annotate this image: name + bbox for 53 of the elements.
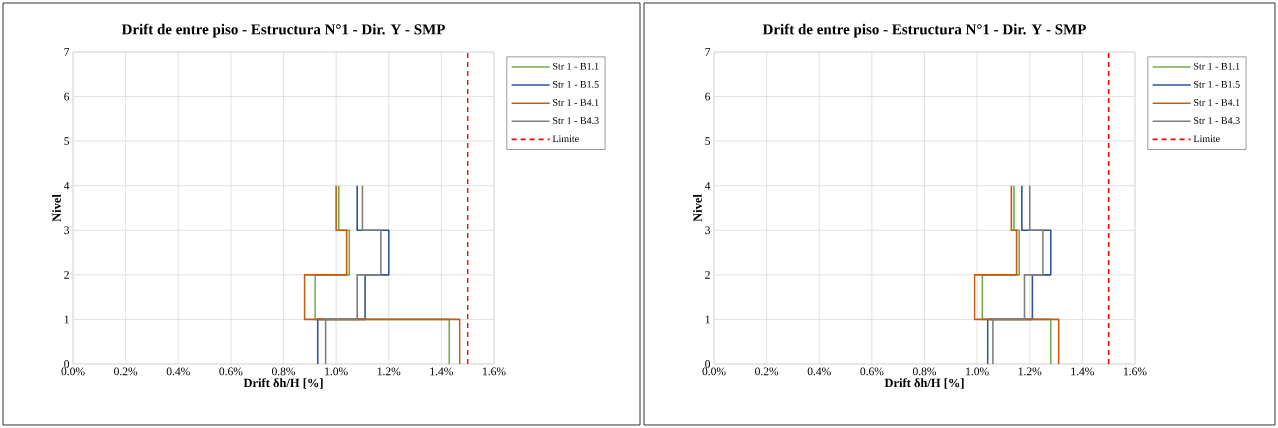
x-tick-label: 1.0% <box>325 367 348 376</box>
legend-label: Str 1 - B1.5 <box>553 81 599 88</box>
x-tick-label: 0.0% <box>702 367 726 376</box>
x-axis-title: Drift δh/H [%] <box>884 378 964 389</box>
y-axis-title: Nivel <box>693 194 702 222</box>
y-axis-title: Nivel <box>52 194 61 222</box>
line-series <box>973 184 1060 364</box>
x-tick-label: 0.0% <box>61 367 85 376</box>
x-tick-label: 0.8% <box>912 367 937 376</box>
y-tick-label: 7 <box>705 48 711 56</box>
x-tick-label: 1.6% <box>483 367 506 376</box>
x-tick-label: 0.2% <box>114 367 138 376</box>
y-tick-label: 2 <box>705 271 710 279</box>
x-tick-label: 1.4% <box>1071 367 1094 376</box>
x-tick-label: 1.0% <box>966 367 989 376</box>
x-tick-label: 1.2% <box>377 367 401 376</box>
legend-label: Str 1 - B4.3 <box>553 117 599 124</box>
legend-label: Str 1 - B1.1 <box>553 62 599 70</box>
y-tick-label: 4 <box>704 181 711 190</box>
chart-title: Drift de entre piso - Estructura N°1 - Dir. Y - SMP <box>762 23 1086 38</box>
y-tick-label: 5 <box>705 137 711 145</box>
y-tick-label: 0 <box>64 360 70 368</box>
legend-label: Str 1 - B4.1 <box>553 99 599 106</box>
y-tick-label: 0 <box>705 360 711 368</box>
x-tick-label: 0.6% <box>219 367 243 376</box>
x-tick-label: 0.8% <box>271 367 296 376</box>
chart-title: Drift de entre piso - Estructura N°1 - Dir. Y - SMP <box>121 23 446 38</box>
legend-label: Str 1 - B4.3 <box>1194 117 1240 124</box>
y-tick-label: 4 <box>63 181 70 190</box>
y-tick-label: 2 <box>64 271 69 279</box>
legend-label: Str 1 - B1.5 <box>1194 81 1240 88</box>
y-tick-label: 6 <box>64 92 70 101</box>
x-tick-label: 1.2% <box>1018 367 1042 376</box>
x-tick-label: 1.4% <box>430 367 453 376</box>
x-tick-label: 1.6% <box>1124 367 1147 376</box>
y-tick-label: 3 <box>705 226 711 235</box>
x-tick-label: 0.4% <box>807 367 831 376</box>
y-tick-label: 1 <box>705 315 710 324</box>
legend-label: Limite <box>552 135 579 143</box>
legend-label: Str 1 - B1.1 <box>1194 62 1240 70</box>
x-tick-label: 0.2% <box>755 367 779 376</box>
y-tick-label: 7 <box>64 48 70 56</box>
y-tick-label: 3 <box>64 226 70 235</box>
line-series <box>324 184 382 364</box>
x-tick-label: 0.6% <box>860 367 884 376</box>
x-tick-label: 0.4% <box>166 367 190 376</box>
y-tick-label: 1 <box>64 315 69 324</box>
y-tick-label: 6 <box>705 92 711 101</box>
y-tick-label: 5 <box>64 137 70 145</box>
legend-label: Str 1 - B4.1 <box>1194 99 1240 106</box>
legend-label: Limite <box>1193 135 1220 143</box>
x-axis-title: Drift δh/H [%] <box>243 378 323 389</box>
line-series <box>992 184 1044 364</box>
